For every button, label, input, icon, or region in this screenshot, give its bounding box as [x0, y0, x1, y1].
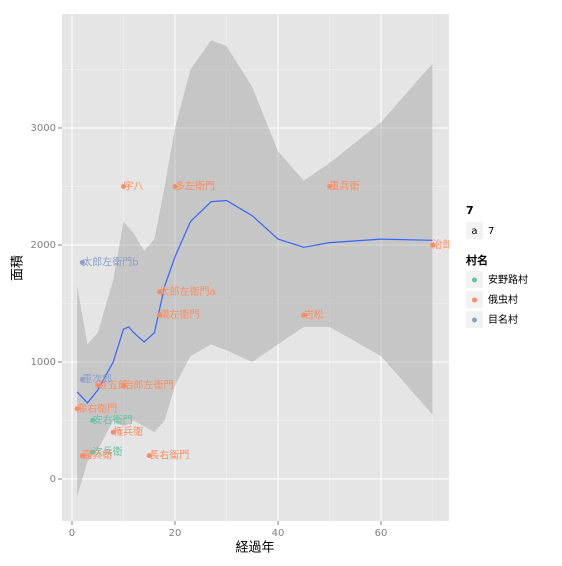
point-label: 権兵衛: [113, 425, 143, 438]
point: [172, 183, 178, 189]
point-label: 治郎: [433, 238, 453, 251]
point-label: 藤右衛門: [77, 402, 117, 415]
point-label: 宇八: [123, 179, 143, 192]
point-label: 多左衛門: [175, 179, 215, 192]
point-label: 儀左衛門: [160, 308, 200, 321]
point: [90, 417, 96, 423]
legend-title: 村名: [466, 253, 488, 267]
point: [301, 312, 307, 318]
panel: [62, 14, 449, 521]
legend-label: 目名村: [488, 313, 518, 326]
x-tick-label: 20: [169, 528, 182, 539]
point: [110, 429, 116, 435]
point-label: 安右衛門: [93, 413, 133, 426]
point-label: 重兵衛: [330, 179, 360, 192]
point-label: 重次郎: [82, 373, 112, 386]
legend-key-text: a: [471, 226, 477, 237]
y-tick-label: 1000: [31, 357, 56, 368]
y-tick-label: 3000: [31, 123, 56, 134]
legend-title: 7: [466, 204, 474, 217]
confidence-band: [77, 40, 433, 497]
point: [79, 260, 85, 266]
point: [157, 289, 163, 295]
point: [90, 449, 96, 455]
point: [74, 406, 80, 412]
point-label: 岩松: [304, 308, 324, 321]
y-axis-label: 面積: [11, 255, 26, 281]
legend-marker: [472, 317, 477, 323]
point-label: 甚五郎: [98, 378, 128, 391]
point-label: 治郎左衛門: [123, 378, 173, 391]
point: [95, 382, 101, 388]
point: [120, 382, 126, 388]
point: [79, 377, 85, 383]
point-label: 太郎左衛門a: [160, 285, 216, 298]
smooth-line: [76, 199, 433, 404]
point-label: 太郎左衛門b: [82, 256, 138, 269]
x-tick-label: 40: [272, 528, 285, 539]
x-tick-label: 0: [69, 528, 75, 539]
x-tick-label: 60: [375, 528, 388, 539]
point-label: 次兵衛: [93, 445, 123, 458]
y-tick-label: 0: [50, 474, 56, 485]
x-axis-label: 経過年: [235, 541, 274, 556]
point: [157, 312, 163, 318]
y-tick-label: 2000: [31, 240, 56, 251]
legend-key: [466, 222, 483, 239]
point: [430, 242, 436, 248]
legend-label: 7: [488, 226, 494, 237]
point-label: 長右衛門: [149, 449, 189, 462]
point: [146, 453, 152, 459]
point: [120, 183, 126, 189]
point: [327, 183, 333, 189]
legend-label: 俄虫村: [488, 293, 518, 306]
legend-marker: [472, 277, 477, 283]
legend-label: 安野路村: [488, 273, 528, 286]
point-label: 嘉兵衛: [82, 449, 112, 462]
point: [79, 453, 85, 459]
legend-marker: [472, 297, 477, 303]
